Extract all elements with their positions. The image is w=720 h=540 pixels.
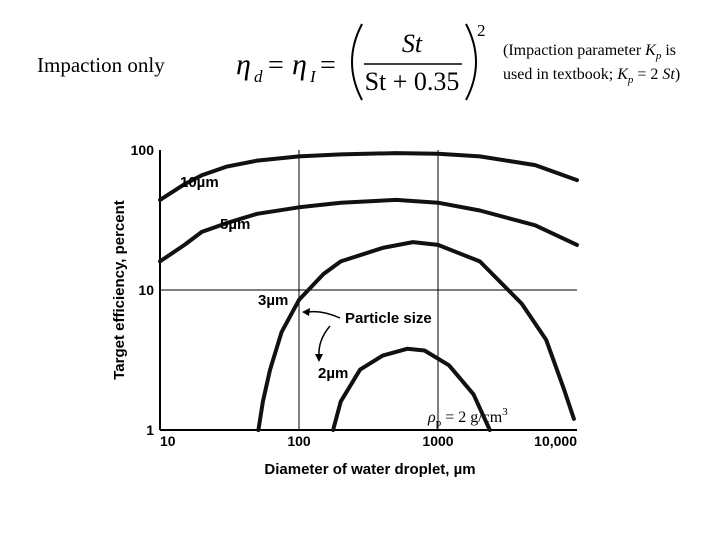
note-text: used in textbook; (503, 66, 617, 83)
note-text: p (627, 74, 634, 86)
y-tick-label: 100 (131, 142, 155, 158)
note-line: (Impaction parameter Kp is (503, 42, 676, 62)
curve-label: 2µm (318, 365, 348, 382)
note-text: K (644, 42, 657, 59)
formula: η d = η I = St St + 0.35 2 (236, 21, 486, 101)
arrow-head (302, 308, 310, 316)
formula-eta: η (292, 48, 307, 81)
slide-title: Impaction only (37, 53, 165, 77)
note-text: K (616, 66, 629, 83)
arrow (318, 325, 331, 357)
x-tick-label: 100 (287, 433, 311, 449)
arrow (307, 310, 341, 319)
formula-denominator: St + 0.35 (365, 67, 460, 96)
arrow-head (315, 354, 323, 362)
curve-label: 5µm (220, 216, 250, 233)
formula-sub: d (254, 67, 263, 86)
density-text: p (436, 417, 442, 429)
curve (256, 240, 576, 432)
y-axis-label: Target efficiency, percent (111, 200, 128, 380)
y-tick-label: 1 (146, 422, 154, 438)
x-tick-label: 10 (160, 433, 176, 449)
note-text: is (661, 42, 676, 59)
formula-equals: = (268, 50, 284, 81)
curve (158, 151, 579, 202)
note-text: St (662, 66, 675, 83)
curve (331, 346, 492, 432)
note-text: = 2 (633, 66, 662, 83)
formula-equals: = (320, 50, 336, 81)
note-text: ) (675, 66, 680, 83)
density-label: ρp = 2 g/cm3 (427, 406, 508, 429)
x-tick-label: 1000 (422, 433, 453, 449)
density-text: ρ (427, 409, 436, 426)
note: (Impaction parameter Kp is used in textb… (503, 42, 680, 86)
density-text: = 2 g/cm (441, 409, 503, 426)
note-text: (Impaction parameter (503, 42, 645, 59)
curve-label: 10µm (180, 174, 219, 191)
paren (351, 23, 363, 101)
formula-sub: I (309, 67, 317, 86)
x-tick-label: 10,000 (534, 433, 577, 449)
density-text: 3 (502, 406, 508, 418)
note-text: p (655, 50, 662, 62)
annotation: Particle size (345, 310, 432, 327)
curve-label: 3µm (258, 292, 288, 309)
chart: Diameter of water droplet, µm Target eff… (111, 142, 579, 478)
paren (465, 23, 477, 101)
y-tick-label: 10 (138, 282, 154, 298)
curve (158, 197, 579, 264)
formula-numerator: St (402, 29, 423, 58)
formula-exponent: 2 (477, 21, 486, 40)
formula-eta: η (236, 48, 251, 81)
x-axis-label: Diameter of water droplet, µm (264, 461, 475, 478)
note-line: used in textbook; Kp = 2 St) (503, 66, 680, 86)
